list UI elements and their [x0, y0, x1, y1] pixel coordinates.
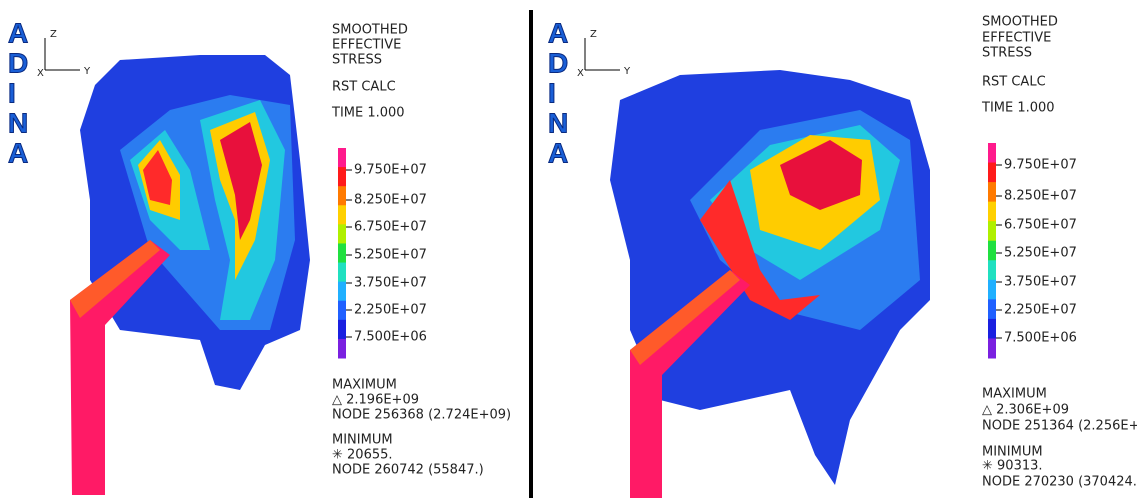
extreme-info: MAXIMUM: [982, 387, 1047, 402]
color-bar-segment: [988, 182, 996, 203]
legend-label: 3.750E+07: [1004, 275, 1077, 290]
color-bar-segment: [988, 240, 996, 261]
extreme-info: NODE 270230 (370424.): [982, 475, 1137, 490]
color-bar-segment: [988, 279, 996, 300]
logo-letter: N: [8, 107, 28, 138]
color-bar-segment: [988, 260, 996, 281]
extreme-info: MAXIMUM: [332, 378, 397, 393]
model-right: [610, 70, 930, 498]
color-bar-segment: [988, 299, 996, 320]
legend-label: 5.250E+07: [1004, 246, 1077, 261]
legend-label: 7.500E+06: [354, 330, 427, 345]
title-line: RST CALC: [332, 80, 396, 95]
title-line: RST CALC: [982, 75, 1046, 90]
extreme-info: NODE 260742 (55847.): [332, 463, 484, 478]
axis-label: X: [37, 68, 44, 79]
title-line: STRESS: [332, 53, 382, 68]
color-bar-segment: [988, 221, 996, 242]
legend-label: 8.250E+07: [1004, 189, 1077, 204]
logo-letter: A: [548, 17, 568, 48]
logo-letter: D: [548, 47, 568, 78]
color-bar-segment: [338, 243, 346, 264]
extreme-info: NODE 251364 (2.256E+09): [982, 419, 1137, 434]
title-line: SMOOTHED: [332, 23, 408, 38]
logo-letter: A: [8, 137, 28, 168]
color-bar-segment: [988, 201, 996, 222]
color-bar-segment: [338, 186, 346, 206]
legend-label: 2.250E+07: [1004, 303, 1077, 318]
model-left: [70, 55, 310, 495]
legend-label: 6.750E+07: [354, 220, 427, 235]
extreme-info: NODE 256368 (2.724E+09): [332, 408, 511, 423]
title-line: TIME 1.000: [981, 101, 1055, 116]
extreme-info: △ 2.196E+09: [332, 393, 419, 408]
color-bar-segment: [338, 338, 346, 359]
color-bar-segment: [338, 319, 346, 340]
logo-letter: I: [8, 77, 16, 108]
logo-letter: I: [548, 77, 556, 108]
color-bar-segment: [338, 262, 346, 283]
legend-label: 7.500E+06: [1004, 331, 1077, 346]
axis-label: Y: [83, 66, 91, 77]
axis-label: Y: [623, 66, 631, 77]
legend-label: 9.750E+07: [1004, 158, 1077, 173]
axis-label: Z: [50, 29, 57, 40]
axis-label: X: [577, 68, 584, 79]
extreme-info: MINIMUM: [332, 433, 393, 448]
extreme-info: MINIMUM: [982, 445, 1043, 460]
legend-label: 3.750E+07: [354, 276, 427, 291]
color-bar-segment: [338, 148, 346, 168]
color-bar-segment: [338, 205, 346, 225]
axis-label: Z: [590, 29, 597, 40]
logo-letter: A: [548, 137, 568, 168]
color-bar-segment: [988, 338, 996, 359]
title-line: SMOOTHED: [982, 15, 1058, 30]
color-bar-segment: [988, 143, 996, 164]
logo-letter: A: [8, 17, 28, 48]
legend-label: 9.750E+07: [354, 163, 427, 178]
title-line: EFFECTIVE: [332, 38, 401, 53]
title-line: TIME 1.000: [331, 106, 405, 121]
legend-label: 5.250E+07: [354, 248, 427, 263]
legend-label: 8.250E+07: [354, 193, 427, 208]
title-line: STRESS: [982, 46, 1032, 61]
color-bar-segment: [988, 318, 996, 339]
color-bar-segment: [338, 167, 346, 187]
color-bar-segment: [338, 281, 346, 302]
logo-letter: D: [8, 47, 28, 78]
color-bar-segment: [338, 300, 346, 321]
extreme-info: ✳ 20655.: [332, 448, 393, 463]
extreme-info: ✳ 90313.: [982, 459, 1043, 474]
extreme-info: △ 2.306E+09: [982, 403, 1069, 418]
logo-letter: N: [548, 107, 568, 138]
color-bar-segment: [988, 162, 996, 183]
legend-label: 6.750E+07: [1004, 218, 1077, 233]
title-line: EFFECTIVE: [982, 31, 1051, 46]
color-bar-segment: [338, 224, 346, 244]
legend-label: 2.250E+07: [354, 303, 427, 318]
